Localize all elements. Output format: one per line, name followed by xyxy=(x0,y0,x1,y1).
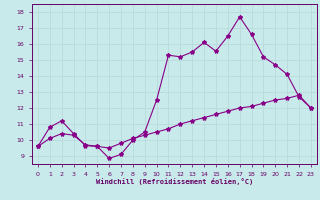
X-axis label: Windchill (Refroidissement éolien,°C): Windchill (Refroidissement éolien,°C) xyxy=(96,178,253,185)
